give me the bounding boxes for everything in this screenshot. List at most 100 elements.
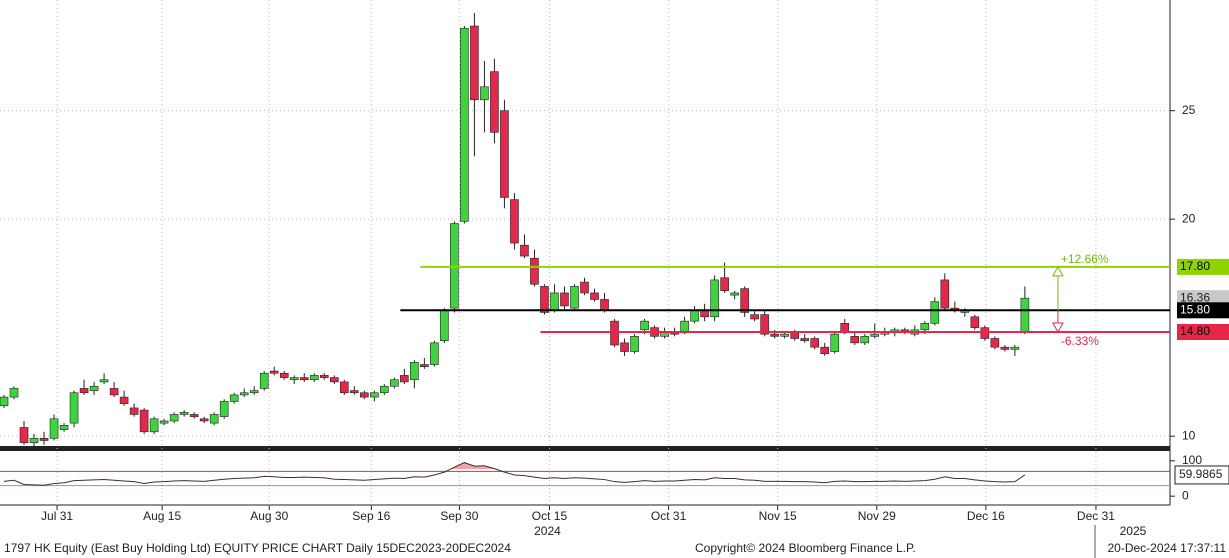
candle-body [970,316,980,328]
candle-body [119,396,129,404]
candle-body [189,414,199,417]
level-label: 15.80 [1180,302,1210,316]
candle-body [760,314,769,335]
arrow-head-up [1052,265,1064,277]
candle-body [199,418,209,422]
candle-body [9,388,19,398]
panel-separator [0,446,1170,451]
candle-body [339,381,349,394]
candle-body [490,71,499,133]
candle-body [710,279,719,318]
x-tick-label: Oct 31 [651,509,687,523]
arrow-head-down [1052,322,1064,334]
candle-body [860,336,870,344]
footer-right: 20-Dec-2024 17:37:11 [1107,541,1226,555]
candle-body [410,362,419,381]
candle-body [630,336,639,352]
candle-body [159,420,169,424]
candle-body [990,338,1000,348]
candle-body [930,301,940,324]
candle-body [730,292,739,296]
candle-body [370,392,379,398]
candle-body [380,385,389,394]
footer-center: Copyright© 2024 Bloomberg Finance L.P. [695,541,916,555]
candle-body [830,333,840,352]
y-tick-label: 10 [1182,428,1196,442]
y-tick-label: 20 [1182,211,1196,225]
x-tick-label: Dec 16 [967,509,1005,523]
candle-body [239,392,249,396]
candle-body [209,414,219,424]
x-tick-label: Aug 15 [143,509,181,523]
level-box [1177,302,1229,319]
candle-body [550,292,559,311]
candle-body [780,333,789,337]
candle-body [360,392,369,398]
candle-body [460,27,469,222]
x-tick-label: Oct 15 [532,509,568,523]
candle-body [500,110,509,198]
x-tick-label: Nov 29 [858,509,896,523]
y-tick-label: 100 [1182,453,1202,467]
candle-body [109,388,119,396]
rsi-line [3,462,1026,486]
candle-body [249,390,259,394]
candle-body [820,346,830,354]
candle-body [1020,297,1030,333]
candle-body [69,392,79,424]
candle-body [520,244,529,257]
candle-body [530,257,539,285]
rsi-last-box [1174,465,1229,485]
candle-body [390,379,399,387]
candle-body [19,427,29,443]
candle-body [420,364,429,368]
footer-left: 1797 HK Equity (East Buy Holding Ltd) EQ… [4,541,511,555]
last-price-label: 16.36 [1180,290,1210,304]
candle-body [510,199,519,244]
candle-body [980,327,990,339]
candle-body [560,292,569,307]
candle-body [269,370,279,374]
candle-body [329,377,339,383]
x-tick-label: Dec 31 [1077,509,1115,523]
candle-body [49,418,59,439]
x-tick-label: Aug 30 [250,509,288,523]
candle-body [289,377,299,381]
candle-body [430,342,439,365]
annotation: +12.66% [1061,252,1109,266]
candle-body [840,323,850,333]
candle-body [309,375,319,381]
candle-body [59,425,69,430]
candle-body [79,388,89,394]
level-label: 17.80 [1180,259,1210,273]
candle-body [169,414,179,422]
last-price-box [1177,290,1229,307]
annotation: -6.33% [1061,334,1099,348]
candle-body [850,336,860,344]
x-tick-label: Jul 31 [41,509,73,523]
level-box [1177,323,1229,340]
candle-body [219,401,229,417]
candle-body [450,223,459,309]
candle-body [0,396,9,407]
candle-body [740,288,749,313]
x-tick-label: Sep 16 [352,509,390,523]
candle-body [350,390,359,394]
candle-body [810,338,819,348]
candle-body [680,320,689,333]
candle-body [319,375,329,378]
candle-body [129,407,139,415]
candle-body [99,379,109,383]
candle-body [610,320,619,346]
candle-body [259,372,269,389]
candle-body [1010,346,1020,350]
x-tick-label: Sep 30 [440,509,478,523]
level-box [1177,258,1229,275]
candle-body [39,438,49,441]
candle-body [800,338,809,341]
candle-body [750,314,759,320]
candle-body [940,279,950,309]
candle-body [440,309,449,341]
candle-body [179,411,189,415]
